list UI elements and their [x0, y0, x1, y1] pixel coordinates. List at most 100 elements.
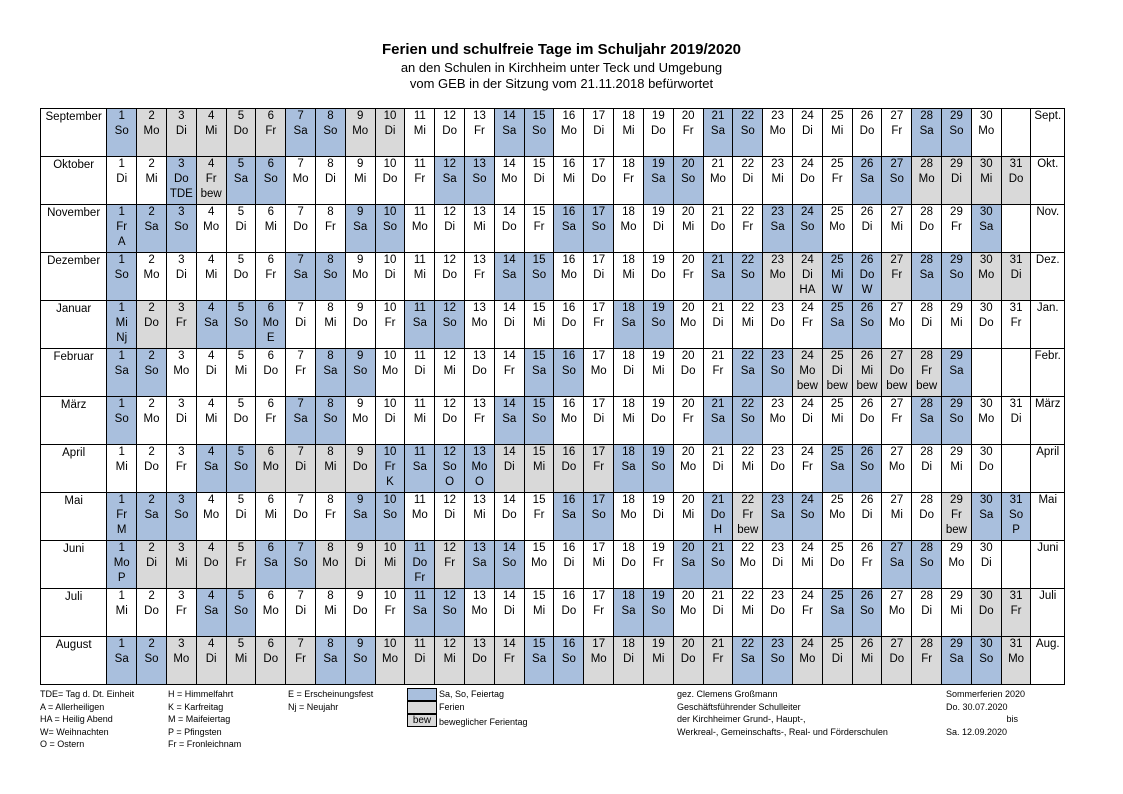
day-number: 9: [346, 445, 375, 460]
day-number: 9: [346, 109, 375, 124]
day-number: 26: [853, 109, 882, 124]
day-number: 10: [376, 157, 405, 172]
day-cell: 12 Di: [435, 493, 465, 541]
day-number: 23: [763, 493, 792, 508]
day-cell: 16 So: [554, 637, 584, 685]
day-cell: 12 Do: [435, 109, 465, 157]
day-number: 19: [644, 109, 673, 124]
day-number: 11: [405, 397, 434, 412]
day-number: 20: [674, 397, 703, 412]
day-cell: 11 Di: [405, 637, 435, 685]
weekday: Di: [107, 172, 136, 187]
weekday: Mi: [674, 220, 703, 235]
day-cell: 12 Mi: [435, 637, 465, 685]
day-number: 18: [614, 541, 643, 556]
weekday: Fr: [912, 652, 941, 667]
month-abbr: Aug.: [1031, 637, 1065, 685]
day-cell: 15 Mi: [524, 589, 554, 637]
weekday: Do: [435, 412, 464, 427]
day-number: 19: [644, 637, 673, 652]
day-number: 13: [465, 493, 494, 508]
day-cell: 13 Fr: [465, 253, 495, 301]
day-cell: 19 So: [643, 589, 673, 637]
weekday: Mi: [882, 508, 911, 523]
month-abbr: Mai: [1031, 493, 1065, 541]
day-number: 3: [167, 445, 196, 460]
weekday: Sa: [972, 508, 1001, 523]
legend-vacation-label: Ferien: [439, 701, 465, 714]
weekday: Di: [405, 652, 434, 667]
day-cell: 20 Fr: [673, 397, 703, 445]
day-cell: 1 Fr A: [107, 205, 137, 253]
weekday: Di: [853, 220, 882, 235]
day-number: 20: [674, 445, 703, 460]
day-cell: 22 So: [733, 109, 763, 157]
day-number: 29: [942, 397, 971, 412]
month-abbr: März: [1031, 397, 1065, 445]
weekday: Fr: [853, 556, 882, 571]
day-number: 25: [823, 349, 852, 364]
day-cell: 14 Di: [494, 445, 524, 493]
day-number: 30: [972, 493, 1001, 508]
weekday: So: [376, 220, 405, 235]
weekday: Mo: [733, 556, 762, 571]
day-number: 5: [227, 637, 256, 652]
day-number: 23: [763, 541, 792, 556]
subtitle-approval: vom GEB in der Sitzung vom 21.11.2018 be…: [0, 76, 1123, 92]
day-number: 8: [316, 637, 345, 652]
day-number: 14: [495, 397, 524, 412]
weekday: Di: [137, 556, 166, 571]
day-cell: 30 Mi: [971, 157, 1001, 205]
day-cell: 16 Sa: [554, 493, 584, 541]
day-number: 30: [972, 445, 1001, 460]
weekday: So: [644, 460, 673, 475]
weekday: Sa: [554, 508, 583, 523]
day-annotation: HA: [793, 283, 822, 298]
weekday: Mi: [227, 652, 256, 667]
weekday: Mi: [823, 412, 852, 427]
day-number: 26: [853, 157, 882, 172]
day-cell: 18 Mo: [614, 493, 644, 541]
signature-name: gez. Clemens Großmann: [677, 688, 888, 701]
day-cell: 12 Do: [435, 397, 465, 445]
day-cell: 27 So: [882, 157, 912, 205]
day-cell: 16 Mo: [554, 397, 584, 445]
day-cell: 12 So: [435, 301, 465, 349]
weekday: Mo: [167, 364, 196, 379]
day-cell: 13 Do: [465, 637, 495, 685]
day-cell: 18 Sa: [614, 301, 644, 349]
day-cell: 11 Fr: [405, 157, 435, 205]
day-cell: 7 Fr: [286, 349, 316, 397]
day-number: 7: [286, 109, 315, 124]
day-cell: 22 Mi: [733, 589, 763, 637]
day-cell: 24 Mo bew: [792, 349, 822, 397]
day-cell: 4 Di: [196, 637, 226, 685]
day-number: 30: [972, 589, 1001, 604]
day-number: 15: [525, 109, 554, 124]
weekday: Do: [793, 172, 822, 187]
empty-cell: [1001, 445, 1031, 493]
day-annotation: P: [107, 571, 136, 586]
day-cell: 28 Di: [912, 445, 942, 493]
subtitle-schools: an den Schulen in Kirchheim unter Teck u…: [0, 60, 1123, 76]
weekday: Do: [137, 316, 166, 331]
weekday: So: [167, 508, 196, 523]
day-number: 26: [853, 541, 882, 556]
weekday: Fr: [465, 268, 494, 283]
weekday: Mo: [525, 556, 554, 571]
day-number: 2: [137, 397, 166, 412]
day-number: 26: [853, 493, 882, 508]
day-cell: 24 Mi: [792, 541, 822, 589]
weekday: Do: [674, 364, 703, 379]
day-cell: 25 Mi: [822, 109, 852, 157]
weekday: Sa: [197, 316, 226, 331]
day-number: 17: [584, 589, 613, 604]
day-number: 21: [704, 541, 733, 556]
day-cell: 31 Fr: [1001, 301, 1031, 349]
weekday: Fr: [197, 172, 226, 187]
day-number: 14: [495, 253, 524, 268]
day-cell: 9 Sa: [345, 493, 375, 541]
day-cell: 9 Mo: [345, 109, 375, 157]
day-cell: 2 Mo: [137, 109, 167, 157]
weekday: Mo: [882, 460, 911, 475]
